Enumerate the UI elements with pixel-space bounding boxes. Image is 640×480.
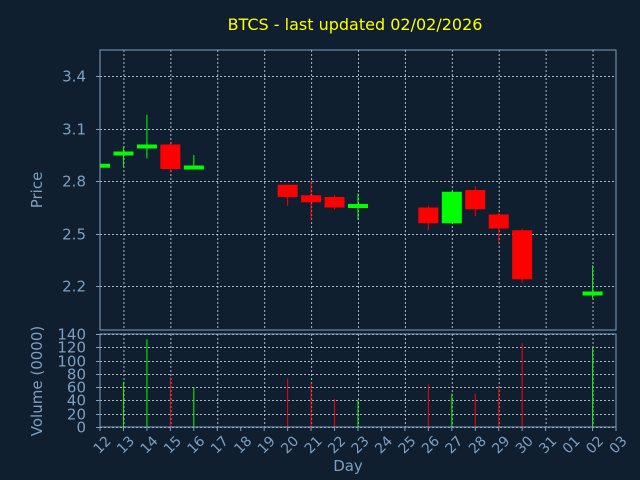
candle-body	[301, 195, 322, 203]
price-candles	[99, 114, 603, 299]
candle-body	[136, 144, 157, 149]
x-axis: 12 13 14 15 16 17 18 19 20 21 22 23 24 25 26 27 28 29 30 31…	[91, 427, 631, 457]
x-tick-label: 31	[536, 433, 560, 457]
volume-tick-label: 80	[67, 366, 86, 384]
x-tick-label: 02	[583, 433, 607, 457]
price-tick-label: 2.8	[62, 173, 86, 191]
x-tick-label: 21	[302, 433, 326, 457]
volume-tick-label: 60	[67, 379, 86, 397]
x-tick-label: 13	[114, 433, 138, 457]
volume-tick-label: 20	[67, 406, 86, 424]
candle-body	[512, 230, 533, 280]
candle-body	[324, 197, 345, 208]
x-tick-label: 29	[489, 433, 513, 457]
x-tick-label: 03	[607, 433, 631, 457]
volume-bars	[122, 339, 594, 427]
volume-tick-label: 0	[76, 419, 86, 437]
candle-body	[488, 214, 509, 229]
candle-body	[160, 144, 181, 169]
x-tick-label: 23	[349, 433, 373, 457]
x-tick-label: 28	[466, 433, 490, 457]
candle-body	[113, 151, 134, 156]
x-axis-label: Day	[333, 457, 363, 475]
x-tick-label: 18	[231, 433, 255, 457]
price-panel-frame	[99, 49, 617, 331]
price-tick-label: 3.1	[62, 121, 86, 139]
x-tick-label: 17	[208, 433, 232, 457]
price-axis-label: Price	[28, 172, 46, 209]
price-grid	[100, 50, 616, 330]
x-tick-label: 27	[443, 433, 467, 457]
chart-title: BTCS - last updated 02/02/2026	[228, 15, 483, 34]
candle-body	[100, 163, 110, 168]
x-tick-label: 15	[161, 433, 185, 457]
price-tick-label: 2.5	[62, 226, 86, 244]
x-tick-label: 24	[372, 433, 396, 457]
candle-body	[348, 204, 368, 208]
candle-body	[582, 291, 603, 296]
volume-axis-label: Volume (0000)	[28, 326, 46, 436]
x-tick-label: 14	[138, 433, 162, 457]
volume-tick-label: 40	[67, 392, 86, 410]
x-tick-label: 25	[396, 433, 420, 457]
price-y-axis: 2.2 2.5 2.8 3.1 3.4	[62, 68, 100, 296]
candle-body	[277, 184, 298, 197]
volume-tick-label: 100	[57, 353, 86, 371]
x-tick-label: 26	[419, 433, 443, 457]
candle-body	[465, 190, 486, 210]
candle-body	[441, 191, 462, 224]
x-tick-label: 30	[513, 433, 537, 457]
x-tick-label: 16	[185, 433, 209, 457]
x-tick-label: 20	[278, 433, 302, 457]
x-tick-label: 22	[325, 433, 349, 457]
price-tick-label: 3.4	[62, 68, 86, 86]
price-panel: 2.2 2.5 2.8 3.1 3.4 Price	[28, 49, 617, 331]
volume-tick-label: 120	[57, 339, 86, 357]
x-tick-label: 01	[560, 433, 584, 457]
x-tick-label: 12	[91, 433, 115, 457]
candle-body	[183, 165, 204, 170]
candle-body	[418, 207, 439, 224]
price-tick-label: 2.2	[62, 278, 86, 296]
x-tick-label: 19	[255, 433, 279, 457]
volume-tick-label: 140	[57, 326, 86, 344]
